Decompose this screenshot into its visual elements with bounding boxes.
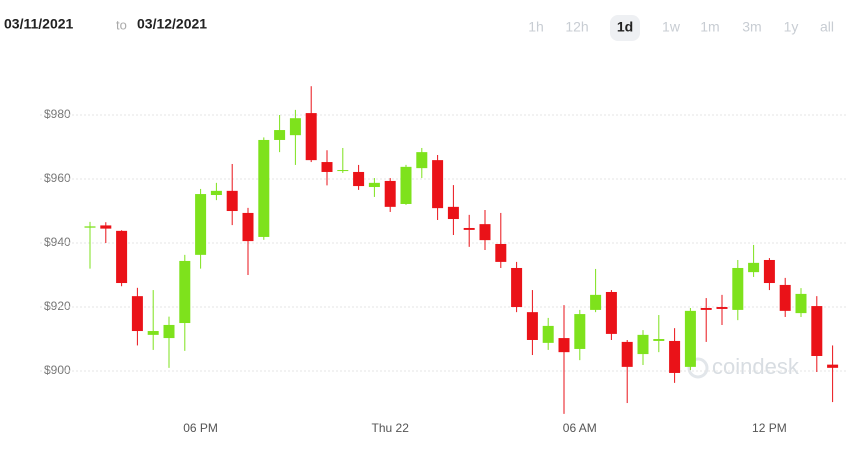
candle-body [210, 190, 222, 196]
candle-body [147, 331, 159, 335]
candle-body [479, 224, 491, 241]
watermark: coindesk [687, 354, 800, 379]
candle-body [337, 170, 349, 172]
y-tick-label: $960 [44, 171, 71, 185]
range-button[interactable]: 1h [528, 19, 544, 35]
candle-body [637, 334, 649, 355]
candle-body [542, 325, 554, 343]
candle-body [526, 312, 538, 340]
range-button[interactable]: 1d [617, 19, 633, 35]
candle-body [732, 267, 744, 310]
candle-body [131, 296, 143, 332]
watermark-text: coindesk [712, 354, 800, 379]
candle-body [716, 307, 728, 309]
candle-body [321, 162, 333, 172]
candle-body [779, 284, 791, 311]
candle-body [748, 262, 760, 273]
candle-body [700, 307, 712, 310]
candle-body [305, 113, 317, 161]
candle-body [226, 190, 238, 212]
candle-body [653, 339, 665, 341]
candle-body [84, 226, 96, 228]
x-tick-label: 06 AM [563, 421, 597, 435]
candle-body [795, 293, 807, 314]
candle-body [763, 259, 775, 284]
from-date: 03/11/2021 [4, 16, 74, 32]
candle-body [195, 194, 207, 255]
x-tick-label: 12 PM [752, 421, 787, 435]
y-tick-label: $920 [44, 299, 71, 313]
y-tick-label: $980 [44, 107, 71, 121]
watermark-logo [687, 357, 709, 379]
candle-body [179, 260, 191, 324]
candle-body [827, 364, 839, 368]
y-tick-label: $940 [44, 235, 71, 249]
y-tick-label: $900 [44, 363, 71, 377]
candle-body [116, 230, 128, 284]
candle-body [463, 227, 475, 230]
candle-body [384, 180, 396, 207]
candle-body [100, 225, 112, 229]
to-word: to [116, 17, 127, 32]
candle-body [574, 314, 586, 349]
range-button[interactable]: 1m [700, 19, 719, 35]
candle-body [242, 212, 254, 242]
candle-body [258, 139, 270, 237]
candle-body [495, 243, 507, 262]
candle-body [558, 338, 570, 353]
range-button[interactable]: 1y [784, 19, 799, 35]
candle-body [447, 206, 459, 220]
candle-body [621, 341, 633, 367]
candle-body [669, 340, 681, 373]
candle-body [416, 152, 428, 169]
range-selected-bg [610, 15, 640, 41]
range-button[interactable]: 1w [662, 19, 681, 35]
x-tick-label: Thu 22 [372, 421, 410, 435]
candle-body [811, 306, 823, 356]
range-button[interactable]: all [820, 19, 834, 35]
x-tick-label: 06 PM [183, 421, 218, 435]
candle-body [353, 171, 365, 187]
range-button[interactable]: 12h [565, 19, 588, 35]
candle-body [274, 130, 286, 140]
candle-body [400, 166, 412, 204]
candle-body [605, 291, 617, 334]
candle-body [163, 324, 175, 339]
candle-body [511, 267, 523, 308]
candle-body [368, 182, 380, 188]
candle-body [289, 118, 301, 136]
candle-body [590, 294, 602, 310]
candle-body [432, 160, 444, 209]
to-date: 03/12/2021 [137, 16, 207, 32]
candle-body [684, 310, 696, 367]
range-button[interactable]: 3m [742, 19, 761, 35]
